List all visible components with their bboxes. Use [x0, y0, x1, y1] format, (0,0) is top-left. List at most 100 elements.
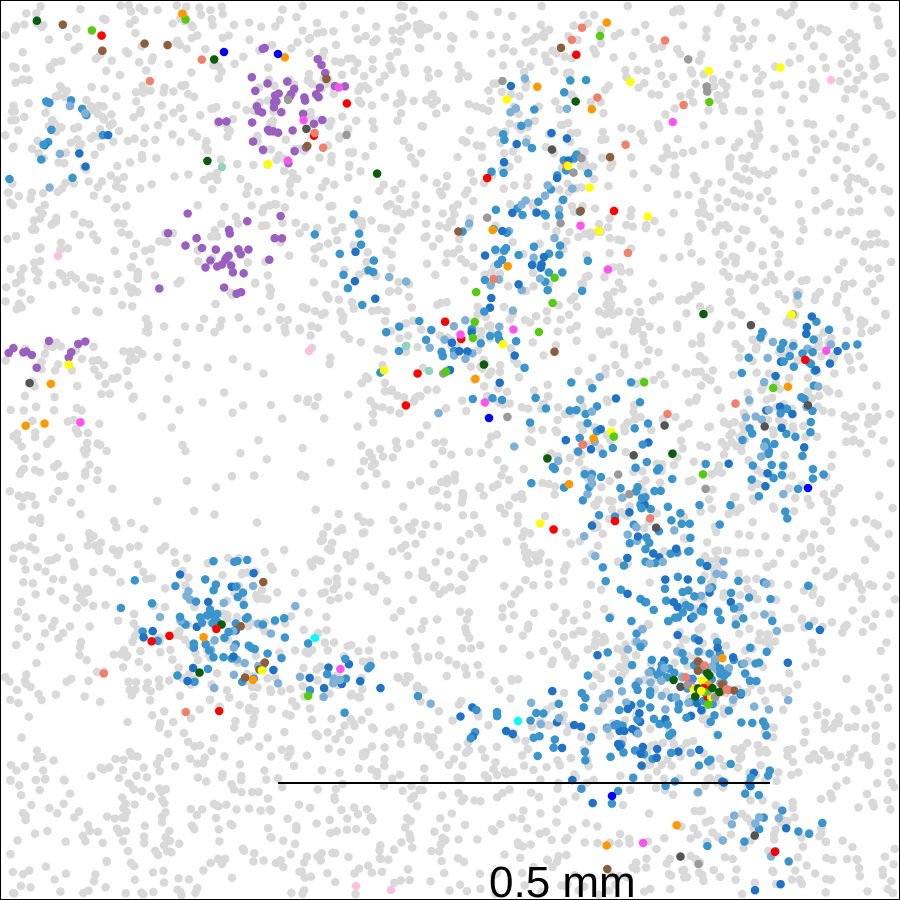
background-cell [369, 37, 378, 47]
background-cell [134, 541, 143, 551]
background-cell [238, 401, 248, 410]
background-cell [395, 194, 405, 204]
background-cell [405, 875, 414, 885]
background-cell [266, 752, 276, 761]
background-cell [835, 76, 845, 86]
background-cell [529, 47, 538, 56]
background-cell [784, 272, 793, 281]
background-cell [709, 81, 719, 91]
background-cell [322, 612, 331, 622]
background-cell [752, 368, 761, 377]
background-cell [734, 137, 744, 147]
background-cell [623, 1, 632, 11]
background-cell [810, 869, 820, 878]
background-cell [517, 751, 527, 760]
background-cell [559, 688, 569, 698]
background-cell [66, 138, 76, 148]
background-cell [510, 181, 519, 190]
background-cell [452, 742, 462, 752]
background-cell [625, 267, 634, 277]
background-cell [472, 141, 482, 150]
background-cell [66, 270, 76, 280]
blue-cell [130, 576, 140, 585]
background-cell [839, 284, 849, 293]
background-cell [192, 31, 202, 40]
background-cell [437, 856, 446, 866]
background-cell [596, 135, 606, 144]
background-cell [217, 773, 227, 782]
background-cell [409, 791, 419, 801]
background-cell [81, 284, 90, 293]
background-cell [287, 888, 296, 898]
background-cell [734, 569, 743, 578]
blue-cell [737, 718, 746, 727]
background-cell [721, 220, 730, 230]
background-cell [8, 867, 18, 877]
background-cell [286, 849, 295, 859]
background-cell [628, 51, 637, 61]
background-cell [442, 182, 451, 191]
accent-cell [625, 489, 634, 499]
background-cell [353, 809, 363, 819]
background-cell [124, 677, 133, 687]
background-cell [657, 71, 666, 80]
blue-cell [583, 418, 592, 428]
background-cell [599, 108, 608, 118]
background-cell [569, 207, 579, 216]
blue-cell [808, 347, 817, 357]
background-cell [861, 514, 871, 524]
blue-cell [550, 233, 559, 243]
background-cell [69, 557, 78, 567]
background-cell [809, 78, 818, 87]
background-cell [751, 89, 761, 98]
purple-cell [197, 243, 207, 253]
background-cell [6, 695, 15, 705]
background-cell [699, 876, 708, 886]
background-cell [123, 49, 133, 58]
background-cell [21, 612, 31, 622]
background-cell [789, 1, 799, 10]
background-cell [389, 878, 399, 888]
blue-cell [696, 591, 706, 601]
background-cell [279, 166, 289, 176]
background-cell [92, 306, 101, 316]
background-cell [16, 881, 26, 891]
background-cell [641, 66, 651, 76]
background-cell [232, 100, 241, 110]
blue-cell [322, 669, 332, 679]
scale-bar [278, 782, 770, 784]
background-cell [89, 876, 99, 886]
background-cell [184, 670, 193, 679]
background-cell [791, 866, 800, 875]
background-cell [263, 823, 273, 833]
background-cell [850, 237, 860, 246]
accent-cell [571, 97, 580, 106]
background-cell [434, 706, 444, 716]
background-cell [323, 522, 332, 531]
blue-cell [219, 598, 228, 608]
accent-cell [503, 261, 512, 271]
background-cell [407, 303, 417, 312]
background-cell [124, 381, 133, 390]
background-cell [363, 861, 373, 870]
blue-cell [468, 394, 478, 404]
purple-cell [274, 89, 284, 98]
blue-cell [652, 753, 661, 762]
background-cell [136, 105, 146, 115]
accent-cell [783, 382, 793, 392]
background-cell [249, 471, 259, 480]
background-cell [163, 729, 173, 739]
background-cell [214, 825, 224, 834]
purple-cell [239, 269, 248, 278]
background-cell [589, 725, 599, 735]
background-cell [98, 838, 108, 848]
background-cell [399, 63, 409, 73]
background-cell [94, 371, 104, 381]
background-cell [499, 148, 509, 158]
background-cell [544, 479, 553, 489]
background-cell [243, 362, 252, 371]
background-cell [588, 681, 598, 691]
background-cell [138, 349, 147, 359]
background-cell [372, 771, 382, 781]
blue-cell [768, 616, 777, 626]
